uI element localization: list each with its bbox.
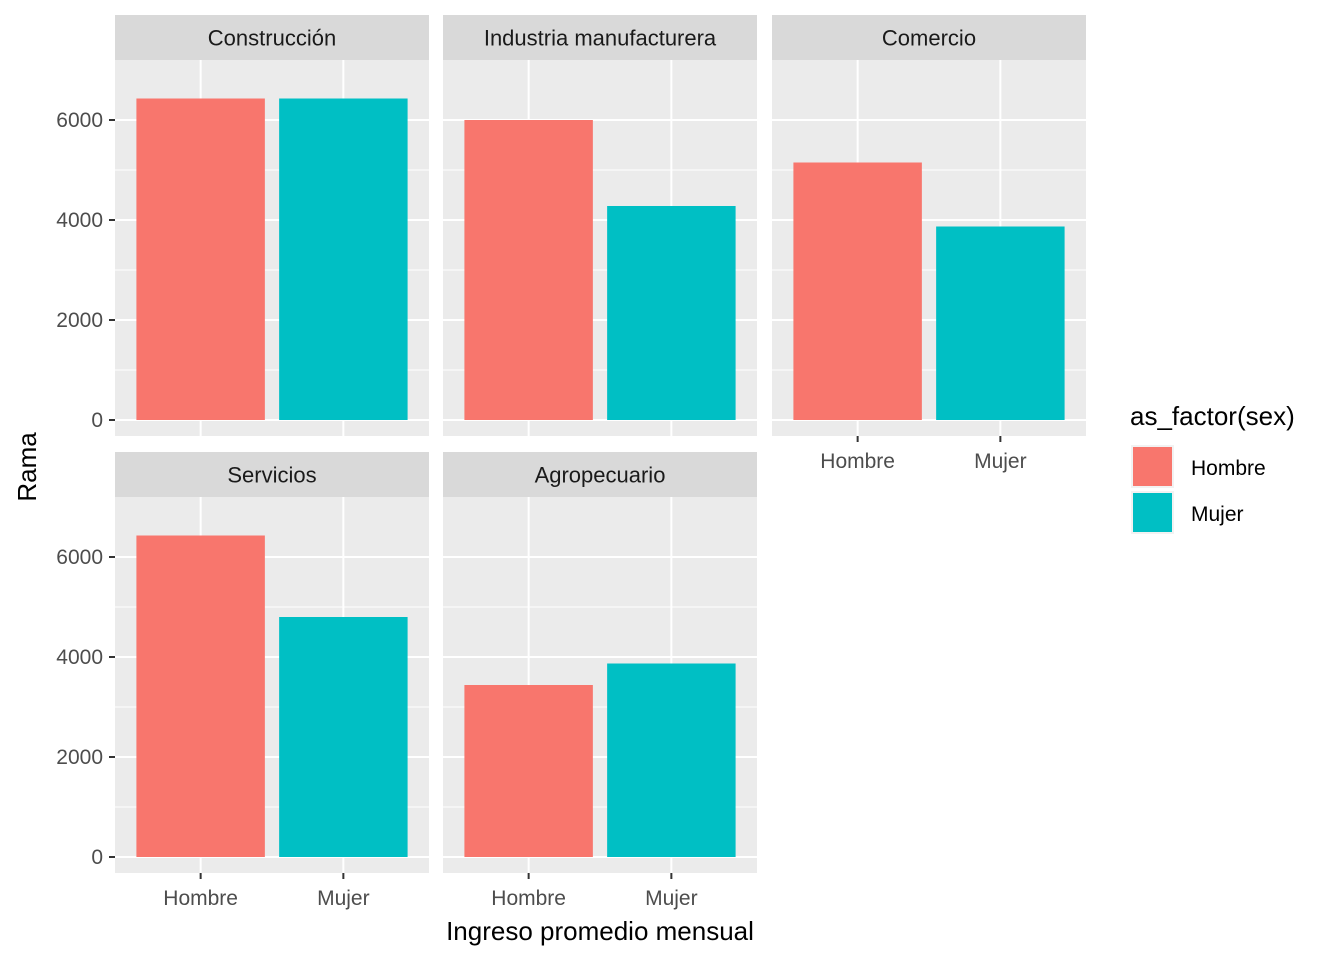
facet-panel: Comercio Hombre Mujer [772, 15, 1086, 473]
facet-strip-label: Comercio [882, 26, 976, 51]
bar-mujer [279, 617, 408, 857]
bar-mujer [607, 663, 736, 857]
facet-panels: Construcción 0 2000 4000 6000 Industria manuf… [56, 15, 1086, 910]
y-tick-label: 2000 [56, 746, 103, 769]
x-tick-label: Hombre [491, 887, 566, 910]
facet-strip [115, 15, 429, 60]
x-tick-label: Mujer [645, 887, 698, 910]
legend-swatch-mujer [1133, 493, 1172, 532]
bar-mujer [936, 226, 1065, 420]
facet-strip [443, 452, 757, 497]
y-tick-label: 6000 [56, 109, 103, 132]
y-tick-label: 0 [91, 846, 103, 869]
facet-strip [115, 452, 429, 497]
legend-label: Mujer [1191, 503, 1244, 526]
legend-title: as_factor(sex) [1130, 401, 1295, 431]
bar-hombre [136, 98, 265, 420]
facet-strip-label: Industria manufacturera [484, 26, 717, 51]
facet-strip-label: Servicios [227, 463, 316, 488]
bar-hombre [136, 535, 265, 857]
x-tick-label: Mujer [974, 450, 1027, 473]
y-tick-label: 4000 [56, 209, 103, 232]
x-tick-label: Mujer [317, 887, 370, 910]
bar-hombre [464, 120, 593, 420]
facet-strip [772, 15, 1086, 60]
y-tick-label: 2000 [56, 309, 103, 332]
bar-mujer [279, 98, 408, 420]
facet-strip-label: Agropecuario [535, 463, 666, 488]
facet-strip [443, 15, 757, 60]
facet-panel: Agropecuario Hombre Mujer [443, 452, 757, 910]
bar-hombre [464, 685, 593, 857]
y-tick-label: 4000 [56, 646, 103, 669]
bar-hombre [793, 162, 922, 420]
x-axis-title: Ingreso promedio mensual [446, 916, 754, 946]
x-tick-label: Hombre [163, 887, 238, 910]
legend: as_factor(sex) Hombre Mujer [1130, 401, 1295, 534]
legend-label: Hombre [1191, 457, 1266, 480]
y-axis-title: Rama [12, 432, 42, 502]
bar-mujer [607, 206, 736, 420]
facet-panel: Industria manufacturera [443, 15, 757, 436]
y-tick-label: 6000 [56, 546, 103, 569]
y-tick-label: 0 [91, 409, 103, 432]
facet-strip-label: Construcción [208, 26, 336, 51]
legend-swatch-hombre [1133, 447, 1172, 486]
facet-panel: Servicios 0 2000 4000 6000 Hombre Mujer [56, 452, 429, 910]
facet-panel: Construcción 0 2000 4000 6000 [56, 15, 429, 436]
x-tick-label: Hombre [820, 450, 895, 473]
